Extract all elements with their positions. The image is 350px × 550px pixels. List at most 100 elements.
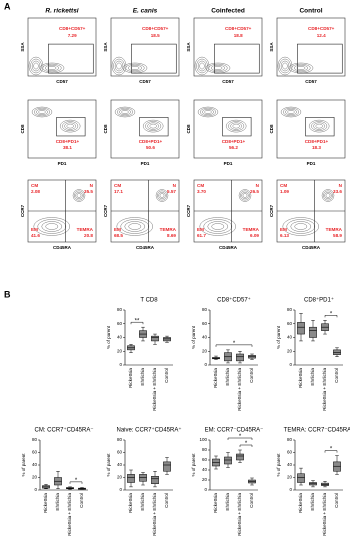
contour xyxy=(125,63,145,73)
quadrant-value: 35.5 xyxy=(84,189,93,194)
contour xyxy=(39,62,65,74)
x-tick-label: Ehrlichia xyxy=(140,368,145,386)
gate-label: CD8+PD1+ xyxy=(305,139,329,144)
gate xyxy=(222,117,252,137)
contour xyxy=(207,221,229,232)
gate-value: 18.3 xyxy=(312,145,321,150)
contour xyxy=(321,189,335,202)
contour xyxy=(37,219,67,234)
contour xyxy=(204,110,212,114)
contour xyxy=(211,64,225,71)
y-axis-label: % of parent xyxy=(106,453,111,477)
chart-title: EM: CCR7⁻CD45RA⁻ xyxy=(205,428,264,434)
significance-bracket xyxy=(69,481,83,484)
chart-title: T CD8 xyxy=(140,298,158,304)
contour xyxy=(66,123,74,129)
contour xyxy=(202,108,214,115)
quadrant-value: 5.57 xyxy=(167,189,176,194)
column-header: Coinfected xyxy=(211,8,245,15)
contour xyxy=(232,123,240,129)
gate-label: CD8+CD57+ xyxy=(59,26,86,31)
quadrant-label: TEMRA xyxy=(326,227,343,232)
contour xyxy=(147,122,159,130)
box xyxy=(236,453,244,461)
contour xyxy=(124,221,146,232)
contour xyxy=(130,66,140,70)
significance-label: * xyxy=(233,341,236,347)
contour xyxy=(31,106,53,118)
column-header: Control xyxy=(299,8,322,15)
contour xyxy=(145,121,162,131)
x-tick-label: Rickettsia xyxy=(128,368,133,388)
x-tick-label: Rickettsia + Ehrlichia xyxy=(322,368,327,411)
contour xyxy=(282,217,319,236)
contour xyxy=(128,64,142,71)
contour xyxy=(287,110,295,114)
box xyxy=(297,322,305,335)
contour xyxy=(41,221,63,232)
y-tick-label: 0 xyxy=(289,487,292,492)
contour xyxy=(199,62,205,70)
contour xyxy=(283,107,300,117)
x-tick-label: Control xyxy=(79,493,84,508)
y-tick-label: 40 xyxy=(202,335,208,340)
contour xyxy=(121,110,129,114)
y-axis-label: % of parent xyxy=(191,325,196,349)
quadrant-value: 8.69 xyxy=(167,233,176,238)
contour xyxy=(294,64,308,71)
quadrant-label: EM xyxy=(280,227,287,232)
y-tick-label: 80 xyxy=(32,437,38,442)
contour xyxy=(280,60,290,72)
contour xyxy=(114,106,136,118)
plot-frame xyxy=(276,99,346,159)
contour xyxy=(74,190,84,201)
quadrant-label: CM xyxy=(31,183,38,188)
y-axis-label: % of parent xyxy=(106,325,111,349)
gate-label: CD8+PD1+ xyxy=(139,139,163,144)
contour xyxy=(288,62,314,74)
x-tick-label: Ehrlichia xyxy=(225,493,230,511)
quadrant-value: 6.13 xyxy=(280,233,289,238)
x-tick-label: Control xyxy=(249,368,254,383)
quadrant-value: 61.7 xyxy=(197,233,206,238)
x-axis-label: CD57 xyxy=(222,79,234,84)
y-axis-label: SSA xyxy=(103,42,108,52)
quadrant-value: 20.8 xyxy=(84,233,93,238)
chart-title: Naive: CCR7⁺CD45RA⁺ xyxy=(116,427,181,434)
y-tick-label: 40 xyxy=(202,467,208,472)
x-axis-label: CD57 xyxy=(305,79,317,84)
contour xyxy=(122,62,148,74)
contour xyxy=(196,58,208,74)
quadrant-label: N xyxy=(339,183,343,188)
contour xyxy=(242,193,248,198)
box xyxy=(224,456,232,465)
gate xyxy=(48,43,94,74)
x-tick-label: Control xyxy=(164,368,169,383)
box xyxy=(163,337,171,342)
contour xyxy=(155,189,169,202)
x-tick-label: Ehrlichia xyxy=(225,368,230,386)
gate xyxy=(297,43,343,74)
y-axis-label: SSA xyxy=(20,42,25,52)
x-tick-label: Rickettsia xyxy=(128,493,133,513)
contour xyxy=(238,189,252,202)
gate xyxy=(131,43,177,74)
chart-title: CD8⁺CD57⁺ xyxy=(217,297,251,304)
quadrant-label: N xyxy=(256,183,260,188)
y-tick-label: 100 xyxy=(199,437,207,442)
y-axis-label: CD8 xyxy=(186,124,191,133)
x-axis-label: CD57 xyxy=(56,79,68,84)
y-tick-label: 0 xyxy=(204,362,207,367)
plot-frame xyxy=(110,99,180,159)
significance-label: ** xyxy=(135,318,140,324)
y-tick-label: 0 xyxy=(289,362,292,367)
significance-bracket xyxy=(130,321,144,325)
x-axis-label: PD1 xyxy=(224,161,233,166)
x-tick-label: Ehrlichia xyxy=(310,368,315,386)
x-axis-label: CD45RA xyxy=(302,245,321,250)
x-tick-label: Rickettsia xyxy=(43,493,48,513)
x-tick-label: Ehrlichia xyxy=(310,493,315,511)
quadrant-label: TEMRA xyxy=(77,227,94,232)
quadrant-label: N xyxy=(173,183,177,188)
